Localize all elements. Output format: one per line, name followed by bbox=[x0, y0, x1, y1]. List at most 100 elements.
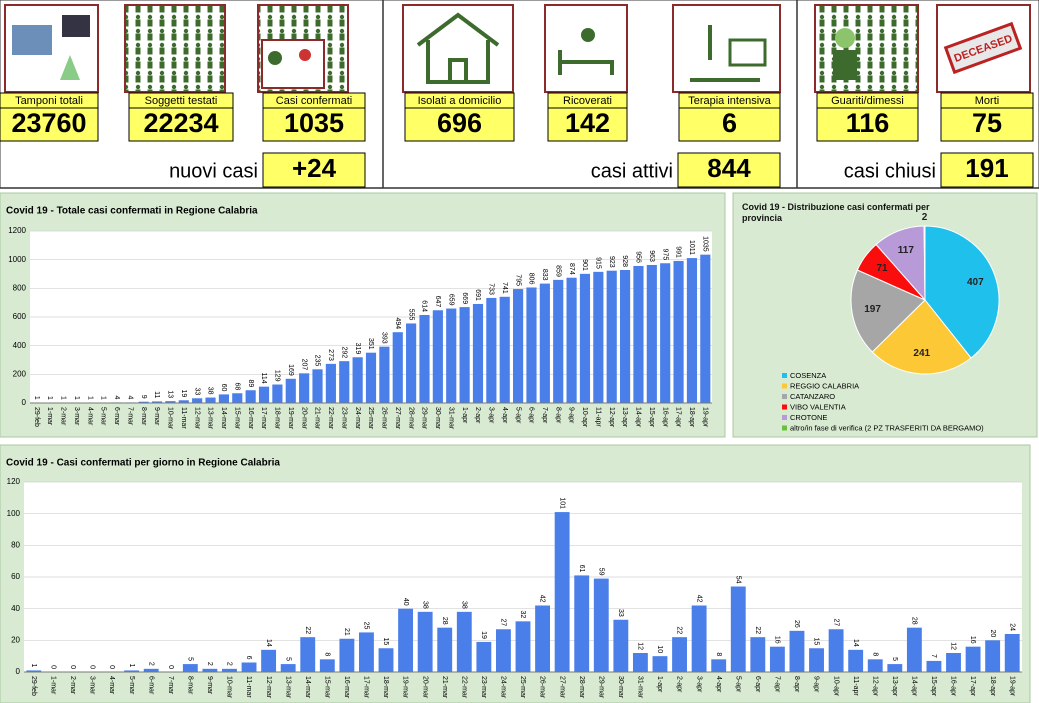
x-tick-label: 26-mar bbox=[381, 407, 388, 430]
x-tick-label: 1-mar bbox=[46, 407, 53, 426]
value-label: 319 bbox=[354, 343, 361, 355]
x-tick-label: 14-mar bbox=[304, 676, 311, 699]
bar bbox=[285, 378, 296, 403]
slice-label: 117 bbox=[898, 245, 915, 256]
value-label: 114 bbox=[260, 372, 267, 383]
bar bbox=[258, 386, 270, 403]
x-tick-label: 13-mar bbox=[284, 676, 291, 699]
x-tick-label: 12-mar bbox=[265, 676, 272, 699]
x-tick-label: 4-mar bbox=[86, 407, 93, 426]
y-tick-label: 600 bbox=[13, 312, 27, 321]
x-tick-label: 7-mar bbox=[126, 407, 133, 426]
value-label: 901 bbox=[581, 259, 588, 271]
x-tick-label: 5-apr bbox=[734, 676, 741, 693]
x-tick-label: 10-mar bbox=[226, 676, 233, 699]
bar bbox=[789, 630, 805, 672]
y-tick-label: 0 bbox=[22, 398, 27, 407]
value-label: 975 bbox=[661, 249, 668, 261]
legend-label: CATANZARO bbox=[790, 392, 835, 401]
bar bbox=[165, 401, 176, 403]
bar bbox=[535, 605, 551, 672]
value-label: 21 bbox=[343, 628, 350, 636]
bar bbox=[554, 512, 570, 672]
value-label: 16 bbox=[774, 636, 781, 644]
x-tick-label: 6-mar bbox=[147, 676, 154, 695]
x-tick-label: 23-mar bbox=[480, 676, 487, 699]
value-label: 5 bbox=[284, 657, 291, 661]
x-tick-label: 18-apr bbox=[989, 676, 996, 697]
legend-swatch bbox=[782, 404, 787, 410]
summary-box bbox=[262, 152, 366, 188]
bar bbox=[926, 660, 942, 672]
value-label: 207 bbox=[300, 359, 307, 371]
legend-swatch bbox=[782, 373, 787, 378]
chart-title: Covid 19 - Distribuzione casi confermati… bbox=[742, 202, 930, 223]
bar bbox=[486, 297, 497, 403]
bar bbox=[398, 608, 414, 672]
value-label: 494 bbox=[394, 318, 401, 330]
value-label: 923 bbox=[608, 256, 615, 268]
tile-label: Isolati a domicilio bbox=[418, 95, 502, 107]
x-tick-label: 5-mar bbox=[100, 407, 107, 426]
x-tick-label: 7-mar bbox=[167, 676, 174, 695]
x-tick-label: 5-mar bbox=[128, 676, 135, 695]
bar bbox=[946, 653, 961, 672]
x-tick-label: 19-mar bbox=[402, 676, 409, 699]
x-tick-label: 4-apr bbox=[715, 676, 722, 693]
value-label: 61 bbox=[578, 565, 585, 573]
bar bbox=[613, 619, 629, 672]
value-label: 1 bbox=[128, 664, 135, 668]
slice-label: 241 bbox=[913, 348, 930, 359]
value-label: 19 bbox=[180, 389, 187, 397]
tile-label: Guariti/dimessi bbox=[831, 95, 904, 107]
value-label: 28 bbox=[911, 617, 918, 625]
x-tick-label: 12-mar bbox=[193, 407, 200, 430]
x-tick-label: 8-mar bbox=[140, 407, 147, 426]
value-label: 42 bbox=[539, 595, 546, 603]
y-tick-label: 0 bbox=[16, 667, 21, 676]
x-tick-label: 16-mar bbox=[247, 407, 254, 430]
value-label: 8 bbox=[871, 652, 878, 656]
value-label: 5 bbox=[186, 657, 193, 661]
tile-value: 696 bbox=[437, 108, 482, 138]
value-label: 6 bbox=[245, 656, 252, 660]
bar bbox=[456, 611, 472, 672]
value-label: 38 bbox=[207, 387, 214, 395]
value-label: 874 bbox=[568, 263, 575, 275]
value-label: 1 bbox=[33, 396, 40, 400]
bar bbox=[352, 357, 363, 403]
y-tick-label: 120 bbox=[7, 477, 21, 486]
x-tick-label: 8-apr bbox=[554, 407, 561, 424]
x-tick-label: 1-apr bbox=[461, 407, 468, 424]
bar bbox=[515, 621, 531, 672]
bar bbox=[700, 254, 711, 403]
x-tick-label: 17-apr bbox=[969, 676, 976, 697]
value-label: 32 bbox=[519, 611, 526, 619]
x-tick-label: 10-apr bbox=[832, 676, 839, 697]
tile-value: 1035 bbox=[284, 108, 344, 138]
x-tick-label: 11-mar bbox=[180, 407, 187, 429]
legend-swatch bbox=[782, 425, 787, 431]
x-tick-label: 3-mar bbox=[89, 676, 96, 695]
x-tick-label: 24-mar bbox=[354, 407, 361, 430]
value-label: 14 bbox=[852, 639, 859, 647]
x-tick-label: 1-apr bbox=[656, 676, 663, 693]
bar bbox=[574, 575, 590, 672]
bar bbox=[769, 646, 785, 672]
value-label: 833 bbox=[541, 269, 548, 281]
value-label: 795 bbox=[514, 274, 521, 286]
summary-label: casi chiusi bbox=[844, 160, 936, 182]
pie-slice bbox=[923, 225, 926, 301]
x-tick-label: 14-apr bbox=[911, 676, 918, 697]
value-label: 956 bbox=[635, 251, 642, 263]
x-tick-label: 18-apr bbox=[688, 407, 695, 428]
value-label: 1 bbox=[86, 396, 93, 400]
value-label: 59 bbox=[597, 568, 604, 576]
x-tick-label: 14-apr bbox=[635, 407, 642, 428]
x-tick-label: 18-mar bbox=[274, 407, 281, 430]
x-tick-label: 4-mar bbox=[108, 676, 115, 695]
top-panel bbox=[0, 0, 1039, 189]
value-label: 13 bbox=[167, 390, 174, 398]
value-label: 5 bbox=[891, 657, 898, 661]
